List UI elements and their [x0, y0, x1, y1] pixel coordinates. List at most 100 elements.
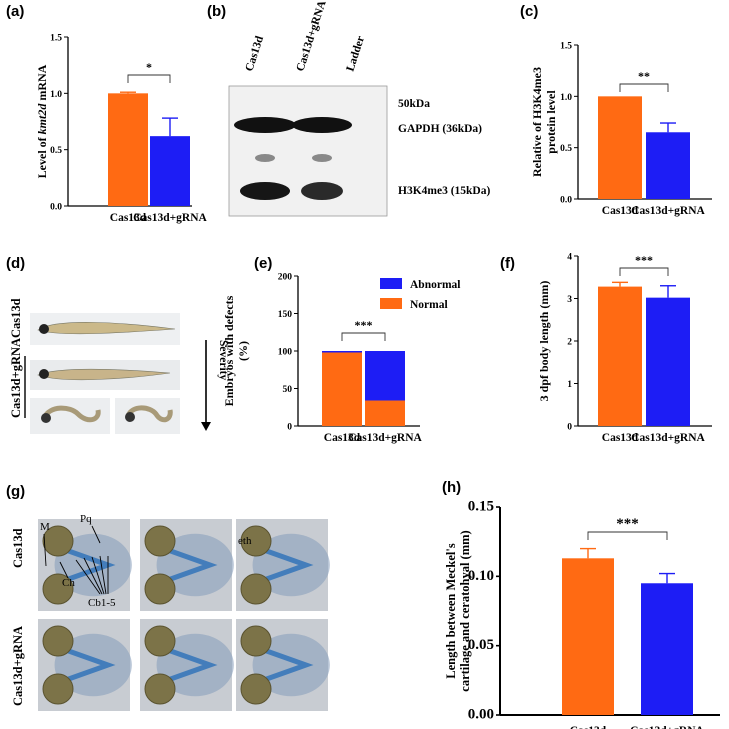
label-m: M: [40, 521, 50, 533]
label-cb: Cb1-5: [88, 597, 116, 609]
y-tick-label-f: 2: [567, 338, 572, 348]
band-h3k4me3-lane2: [301, 182, 343, 200]
significance-label-a: *: [146, 60, 152, 74]
y-tick-label-e: 100: [278, 348, 293, 358]
panel-label-f: (f): [500, 255, 515, 272]
y-tick-label-f: 3: [567, 295, 572, 305]
embryo-shape-severe-2: [125, 405, 173, 423]
g-row-label-cas13d: Cas13d: [11, 528, 25, 568]
significance-label-h: ***: [616, 516, 639, 532]
cartilage-photo-r0-c2: [236, 519, 330, 611]
severity-label: Severity: [217, 340, 229, 380]
western-blot-panel: Cas13d Cas13d+gRNA Ladder 50kDa GAPDH (3…: [228, 0, 490, 217]
panel-label-d: (d): [6, 255, 25, 272]
y-axis-label-e-line-0: Embryos with defects: [222, 295, 236, 406]
bar-e-normal-0: [322, 352, 362, 426]
panel-label-c: (c): [520, 3, 538, 20]
y-axis-label-c-line-1: protein level: [544, 90, 558, 154]
cartilage-v: [260, 646, 314, 684]
y-axis-label-c-line-0: Relative of H3K4me3: [530, 67, 544, 177]
embryo-shape-severe-1: [41, 405, 101, 423]
blot-lane-label-cas13d-grna: Cas13d+gRNA: [294, 0, 328, 73]
y-tick-label-f: 0: [567, 423, 572, 433]
eye-bottom: [42, 673, 74, 705]
significance-label-c: **: [638, 69, 650, 83]
y-axis-label-e-line-1: (%): [236, 341, 250, 361]
embryo-shape-normal: [37, 322, 176, 335]
band-faint-lane2: [312, 154, 332, 162]
band-h3k4me3-lane1: [240, 182, 290, 200]
y-tick-label-f: 1: [567, 380, 572, 390]
category-label-f-0: Cas13d: [602, 432, 639, 444]
cartilage-images-panel: Cas13d Cas13d+gRNA M Pq eth Ch Cb1-5: [11, 513, 330, 711]
y-tick-label-e: 0: [287, 423, 292, 433]
category-label-c-1: Cas13d+gRNA: [631, 205, 705, 217]
bar-h-1: [641, 583, 693, 715]
g-row-label-cas13d-grna: Cas13d+gRNA: [11, 626, 25, 706]
bar-h-0: [562, 558, 614, 715]
y-tick-label-c: 0.5: [560, 144, 572, 154]
bar-e-abnormal-1: [365, 351, 405, 401]
cartilage-photo-r0-c1: [140, 519, 234, 611]
significance-bracket-h: [587, 531, 668, 540]
blot-lane-label-ladder: Ladder: [344, 35, 367, 73]
bar-e-normal-1: [365, 400, 405, 426]
y-axis-label-part: mRNA: [35, 64, 49, 103]
panel-label-a: (a): [6, 3, 24, 20]
eye-top: [42, 525, 74, 557]
eye-top: [240, 625, 272, 657]
eye-bottom: [240, 673, 272, 705]
legend-swatch-abnormal: [380, 278, 402, 289]
cartilage-v: [62, 646, 116, 684]
severity-arrow-head: [201, 422, 211, 431]
embryo-eye-mild: [39, 369, 49, 379]
category-label-a-1: Cas13d+gRNA: [133, 212, 207, 224]
eye-top: [42, 625, 74, 657]
cartilage-v: [164, 546, 218, 584]
chart-cartilage-length: 0.00 0.05 0.10 0.15 Cas13d Cas13d+gRNA *** Leng…: [444, 499, 720, 729]
y-tick-label-h: 0.05: [468, 637, 494, 653]
embryo-images-panel: Cas13d Cas13d+gRNA Severity: [9, 298, 229, 434]
eye-bottom: [144, 573, 176, 605]
label-eth: eth: [238, 535, 252, 547]
y-tick-label-a: 1.5: [50, 34, 62, 44]
eye-top: [144, 525, 176, 557]
y-axis-label-h-line-0: Length between Meckel's: [444, 543, 458, 679]
band-faint-lane1: [255, 154, 275, 162]
head-shape: [252, 633, 330, 697]
legend-label-abnormal: Abnormal: [410, 279, 460, 291]
significance-bracket-e: [341, 332, 386, 341]
y-axis-label-h-line-1: cartilage and ceratohyal (mm): [458, 530, 472, 691]
embryo-eye-severe-2: [125, 412, 135, 422]
panel-label-b: (b): [207, 3, 226, 20]
blot-lane-label-cas13d: Cas13d: [243, 34, 266, 73]
y-tick-label-f: 4: [567, 253, 572, 263]
panel-label-g: (g): [6, 483, 25, 500]
y-axis-label-a: Level of kmt2d mRNA: [35, 64, 49, 178]
category-label-h-1: Cas13d+gRNA: [630, 725, 704, 729]
d-row-label-cas13d: Cas13d: [9, 298, 23, 338]
cartilage-v: [164, 646, 218, 684]
y-tick-label-h: 0.10: [468, 568, 494, 584]
y-tick-label-h: 0.00: [468, 707, 494, 723]
category-label-e-1: Cas13d+gRNA: [348, 432, 422, 444]
significance-bracket-c: [619, 83, 669, 92]
y-tick-label-e: 50: [283, 385, 293, 395]
significance-label-f: ***: [635, 253, 653, 267]
eye-top: [144, 625, 176, 657]
cartilage-v: [260, 546, 314, 584]
y-tick-label-h: 0.15: [468, 499, 494, 515]
significance-bracket-f: [619, 267, 669, 276]
embryo-eye-severe-1: [41, 413, 51, 423]
label-pq: Pq: [80, 513, 92, 525]
band-gapdh-lane1: [234, 117, 296, 133]
eye-bottom: [240, 573, 272, 605]
y-tick-label-a: 0.5: [50, 146, 62, 156]
y-tick-label-c: 1.5: [560, 42, 572, 52]
cartilage-photo-r1-c2: [236, 619, 330, 711]
